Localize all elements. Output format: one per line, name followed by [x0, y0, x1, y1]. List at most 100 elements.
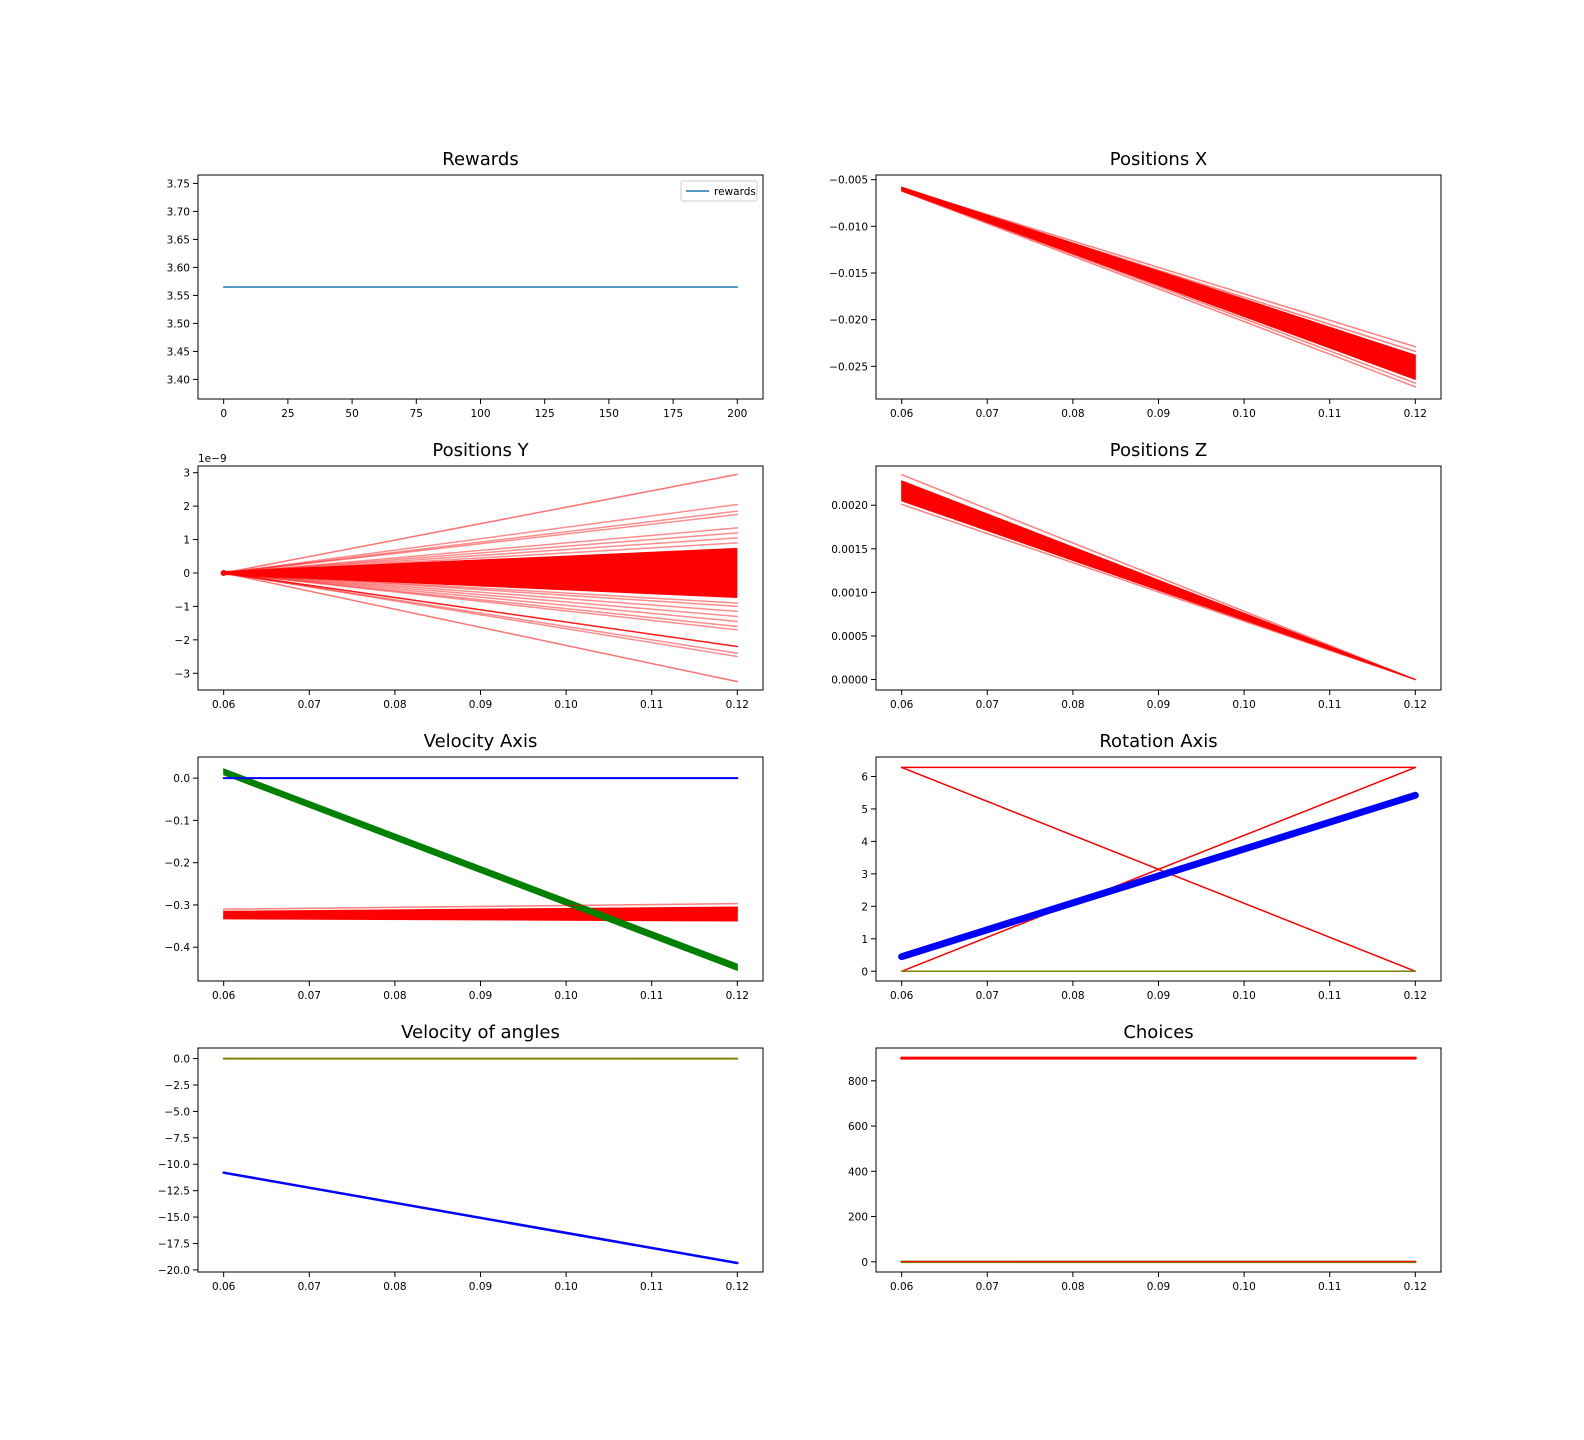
- plot-area: [900, 473, 1417, 681]
- plot-area: [222, 768, 739, 972]
- x-tick-label: 0.07: [298, 990, 321, 1002]
- y-tick-label: 0.0015: [831, 544, 868, 556]
- x-tick-label: 0.08: [383, 699, 406, 711]
- x-tick-label: 0.06: [212, 699, 236, 711]
- series-line-6: [222, 532, 739, 574]
- y-tick-label: 0.0000: [831, 675, 868, 687]
- x-tick-label: 0.12: [1404, 408, 1427, 420]
- y-tick-label: −0.1: [165, 815, 191, 827]
- series-line-2: [900, 503, 1417, 681]
- y-tick-label: 3.40: [167, 374, 190, 386]
- y-tick-label: 3.70: [167, 206, 190, 218]
- x-tick-label: 0.10: [554, 699, 577, 711]
- y-tick-label: −0.2: [165, 858, 191, 870]
- x-tick-label: 125: [535, 408, 555, 420]
- y-tick-label: 0.0020: [831, 500, 868, 512]
- legend-box: [680, 180, 758, 202]
- x-tick-label: 0.10: [1232, 990, 1255, 1002]
- chart-title: Velocity of angles: [401, 1022, 560, 1043]
- x-tick-label: 0.12: [726, 1281, 749, 1293]
- x-tick-label: 0.10: [1232, 408, 1255, 420]
- y-tick-label: −0.3: [165, 900, 191, 912]
- y-tick-label: −3: [175, 668, 190, 680]
- x-tick-label: 0.09: [1147, 990, 1170, 1002]
- x-tick-label: 0.06: [890, 990, 914, 1002]
- series-line-1: [222, 473, 739, 574]
- x-tick-label: 0.06: [890, 699, 914, 711]
- x-tick-label: 0.11: [1318, 990, 1341, 1002]
- series-line-3: [900, 766, 1417, 973]
- subplot-3: Positions Y 0.06 0.07 0.08 0.09 0.10 0.11 0.12 −…: [175, 440, 764, 711]
- chart-title: Choices: [1123, 1022, 1193, 1043]
- series-line-18: [222, 572, 739, 658]
- x-tick-label: 0.08: [1061, 1281, 1084, 1293]
- series-line-12: [222, 572, 739, 618]
- y-tick-label: 1: [861, 934, 868, 946]
- axes-frame: [197, 1047, 764, 1273]
- y-tick-label: −17.5: [158, 1238, 190, 1250]
- plot-area: [900, 186, 1417, 388]
- series-line-3: [900, 189, 1417, 384]
- x-tick-label: 0.09: [1147, 408, 1170, 420]
- x-tick-label: 0.09: [469, 990, 492, 1002]
- plot-area: [220, 473, 739, 683]
- x-tick-label: 0.06: [890, 1281, 914, 1293]
- y-tick-label: −0.015: [829, 268, 868, 280]
- subplot-4: Positions Z 0.06 0.07 0.08 0.09 0.10 0.11 0.12 0…: [831, 440, 1442, 711]
- y-tick-label: −1: [175, 601, 190, 613]
- x-tick-label: 0.09: [469, 1281, 492, 1293]
- chart-title: Positions X: [1110, 149, 1208, 170]
- series-line-15: [222, 572, 739, 631]
- x-tick-label: 0: [220, 408, 227, 420]
- subplot-7: Velocity of angles 0.06 0.07 0.08 0.09 0.10 0.…: [158, 1022, 764, 1293]
- plot-area: [898, 766, 1419, 973]
- y-tick-label: 3.55: [167, 290, 190, 302]
- series-line-10: [222, 572, 739, 608]
- x-tick-label: 0.08: [1061, 408, 1084, 420]
- x-tick-label: 0.07: [976, 408, 999, 420]
- y-tick-label: 5: [861, 804, 868, 816]
- x-tick-label: 0.11: [1318, 1281, 1341, 1293]
- offset-text: 1e−9: [198, 453, 227, 465]
- series-fan: [223, 547, 738, 599]
- series-line-13: [222, 572, 739, 623]
- x-tick-label: 0.12: [1404, 1281, 1427, 1293]
- x-tick-label: 0.11: [1318, 699, 1341, 711]
- chart-title: Rewards: [442, 149, 518, 170]
- x-tick-label: 0.12: [726, 990, 749, 1002]
- series-line-2: [900, 188, 1417, 353]
- y-tick-label: 3.45: [167, 346, 190, 358]
- plot-area: [222, 1057, 739, 1265]
- series-line-1: [222, 902, 739, 910]
- x-tick-label: 0.08: [383, 990, 406, 1002]
- chart-title: Positions Z: [1110, 440, 1208, 461]
- y-tick-label: 3: [183, 468, 190, 480]
- y-tick-label: 6: [861, 771, 868, 783]
- plot-area: [900, 1056, 1417, 1264]
- y-tick-label: 400: [848, 1166, 868, 1178]
- x-tick-label: 0.07: [976, 699, 999, 711]
- series-line-9: [222, 572, 739, 604]
- y-tick-label: −0.025: [829, 361, 868, 373]
- series-band-1: [223, 906, 738, 922]
- y-tick-label: −10.0: [158, 1159, 190, 1171]
- y-tick-label: −2: [175, 635, 190, 647]
- x-tick-label: 0.07: [976, 1281, 999, 1293]
- series-line-16: [222, 572, 739, 648]
- y-tick-label: 600: [848, 1121, 868, 1133]
- x-tick-label: 0.12: [726, 699, 749, 711]
- x-tick-label: 150: [599, 408, 619, 420]
- y-tick-label: −12.5: [158, 1186, 190, 1198]
- y-tick-label: 4: [861, 836, 868, 848]
- y-tick-label: −7.5: [165, 1133, 191, 1145]
- x-tick-label: 50: [345, 408, 358, 420]
- series-line-2: [222, 1171, 739, 1265]
- y-tick-label: 0.0005: [831, 631, 868, 643]
- series-line-4: [222, 513, 739, 574]
- x-tick-label: 0.09: [1147, 1281, 1170, 1293]
- series-line-3: [222, 510, 739, 574]
- series-line-17: [222, 572, 739, 654]
- y-tick-label: −15.0: [158, 1212, 190, 1224]
- x-tick-label: 0.07: [298, 699, 321, 711]
- x-tick-label: 0.11: [640, 1281, 663, 1293]
